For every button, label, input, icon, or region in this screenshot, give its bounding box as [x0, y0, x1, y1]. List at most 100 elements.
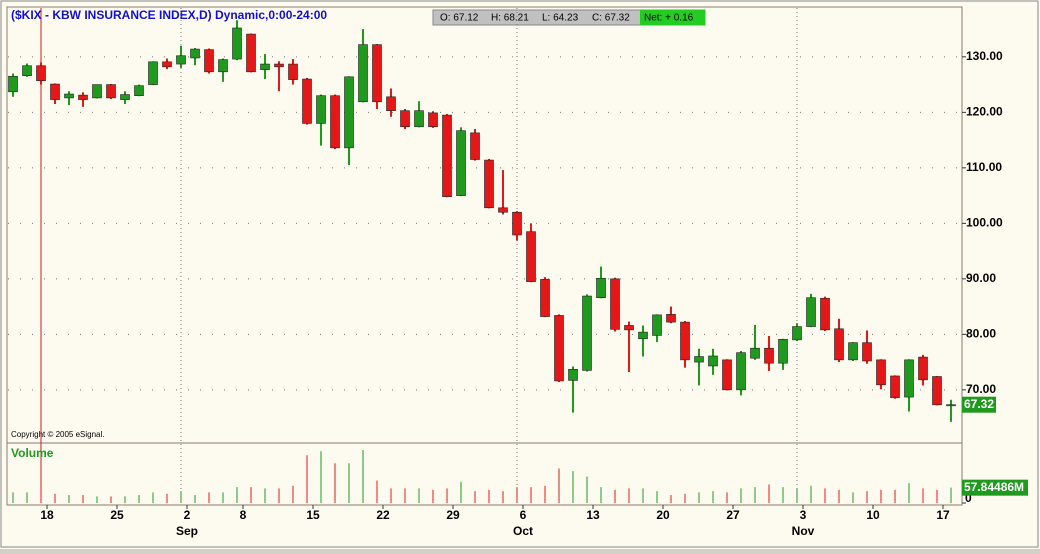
- candle-body: [666, 314, 676, 323]
- volume-tick-label: 0: [965, 491, 972, 505]
- x-tick-label: 10: [866, 508, 880, 522]
- x-tick-label: 13: [586, 508, 600, 522]
- net-box: [640, 10, 705, 25]
- candle-body: [470, 132, 480, 160]
- y-tick-label: 110.00: [966, 160, 1002, 174]
- month-label: Sep: [176, 524, 198, 538]
- last-volume-label: 57.84486M: [964, 480, 1024, 494]
- candle-body: [722, 359, 732, 391]
- candle-body: [624, 325, 634, 331]
- x-tick-label: 29: [446, 508, 460, 522]
- open-label: O: 67.12: [440, 13, 479, 24]
- candle-body: [806, 297, 816, 327]
- y-tick-label: 70.00: [966, 382, 996, 396]
- candle-body: [414, 110, 424, 128]
- month-label: Nov: [792, 524, 815, 538]
- candle-body: [526, 231, 536, 282]
- candle-body: [652, 314, 662, 336]
- candle-body: [568, 368, 578, 381]
- volume-pane: [6, 442, 963, 506]
- candle-body: [176, 55, 186, 65]
- candle-body: [540, 279, 550, 317]
- candle-body: [246, 33, 256, 73]
- candle-body: [512, 211, 522, 236]
- candle-body: [708, 355, 718, 367]
- candle-body: [386, 96, 396, 111]
- candle-body: [120, 94, 130, 100]
- candle-body: [50, 83, 60, 100]
- low-label: L: 64.23: [542, 13, 579, 24]
- last-volume-box: [962, 479, 1028, 496]
- candle-body: [8, 75, 18, 93]
- candle-body: [918, 356, 928, 381]
- candle-body: [260, 63, 270, 70]
- candle-body: [274, 63, 284, 68]
- candle-body: [764, 347, 774, 364]
- x-tick-label: 22: [376, 508, 390, 522]
- candle-body: [904, 359, 914, 398]
- candle-body: [694, 356, 704, 363]
- candle-body: [316, 95, 326, 124]
- candle-body: [946, 404, 956, 407]
- x-tick-label: 2: [184, 508, 191, 522]
- candle-body: [134, 85, 144, 96]
- y-tick-label: 120.00: [966, 105, 1003, 119]
- candle-body: [64, 93, 74, 99]
- candle-body: [218, 59, 228, 73]
- x-tick-label: 20: [656, 508, 670, 522]
- x-tick-label: 27: [726, 508, 740, 522]
- candle-body: [400, 110, 410, 128]
- volume-title: Volume: [11, 446, 54, 460]
- net-label: Net: + 0.16: [644, 13, 694, 24]
- candle-body: [78, 94, 88, 100]
- candle-body: [792, 326, 802, 341]
- y-tick-label: 130.00: [966, 49, 1003, 63]
- marks: 70.00 80.00 90.00 100.00 110.00 120.00 130.00 0…: [8, 8, 1028, 538]
- candle-body: [862, 342, 872, 362]
- x-tick-label: 18: [40, 508, 54, 522]
- candle-body: [554, 315, 564, 382]
- candle-body: [456, 130, 466, 196]
- candle-body: [890, 375, 900, 398]
- high-label: H: 68.21: [491, 13, 529, 24]
- x-tick-label: 17: [936, 508, 950, 522]
- candle-body: [638, 331, 648, 340]
- x-tick-label: 25: [110, 508, 124, 522]
- candle-body: [484, 159, 494, 209]
- candle-body: [834, 328, 844, 361]
- candle-body: [190, 48, 200, 59]
- candle-body: [302, 78, 312, 124]
- candle-body: [92, 84, 102, 99]
- candle-body: [330, 95, 340, 149]
- candle-body: [848, 342, 858, 361]
- candle-body: [736, 352, 746, 391]
- candle-body: [204, 49, 214, 73]
- candle-body: [820, 297, 830, 331]
- candle-body: [932, 376, 942, 406]
- x-tick-label: 6: [520, 508, 527, 522]
- candle-body: [778, 339, 788, 364]
- candle-body: [358, 44, 368, 103]
- candle-body: [162, 61, 172, 68]
- candle-body: [610, 278, 620, 330]
- candle-body: [288, 63, 298, 80]
- y-tick-label: 90.00: [966, 271, 996, 285]
- candle-body: [344, 76, 354, 149]
- candle-body: [148, 61, 158, 85]
- candle-body: [680, 321, 690, 361]
- candle-body: [750, 347, 760, 359]
- last-price-label: 67.32: [964, 397, 994, 411]
- month-label: Oct: [513, 524, 533, 538]
- x-tick-label: 8: [240, 508, 247, 522]
- chart-title: ($KIX - KBW INSURANCE INDEX,D) Dynamic,0…: [11, 8, 327, 22]
- candle-body: [22, 65, 32, 77]
- copyright: Copyright © 2005 eSignal.: [11, 430, 105, 439]
- candle-body: [442, 114, 452, 197]
- candle-body: [876, 359, 886, 386]
- candle-body: [582, 295, 592, 371]
- y-tick-label: 80.00: [966, 327, 996, 341]
